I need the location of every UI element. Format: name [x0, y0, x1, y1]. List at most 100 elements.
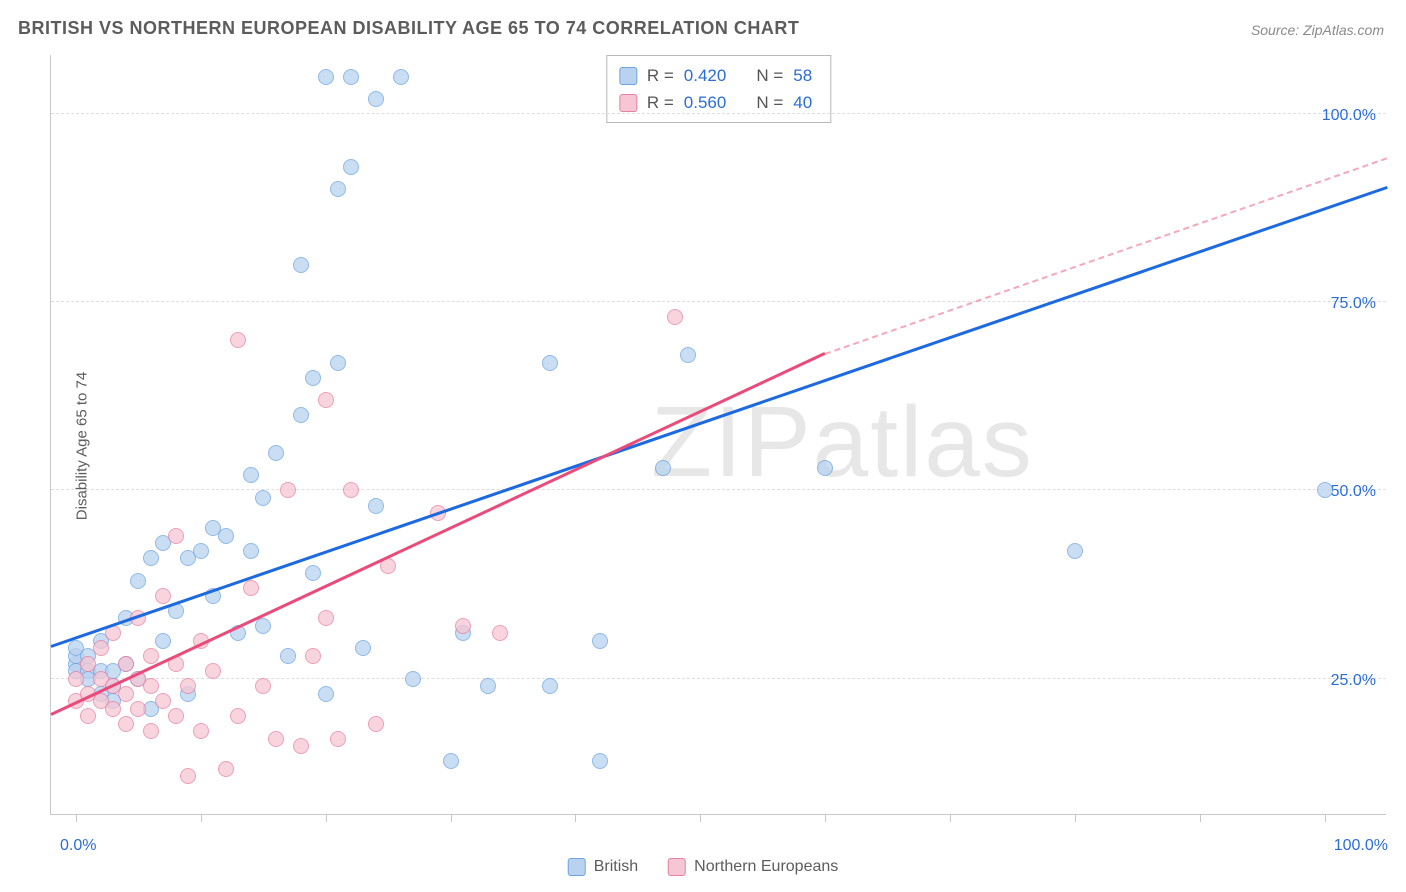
data-point — [542, 355, 558, 371]
legend-swatch — [619, 67, 637, 85]
chart-title: BRITISH VS NORTHERN EUROPEAN DISABILITY … — [18, 18, 799, 39]
data-point — [218, 761, 234, 777]
data-point — [193, 723, 209, 739]
data-point — [293, 407, 309, 423]
legend-item: Northern Europeans — [668, 858, 838, 876]
data-point — [443, 753, 459, 769]
data-point — [480, 678, 496, 694]
data-point — [243, 543, 259, 559]
x-tick — [1325, 814, 1326, 822]
y-tick-label: 75.0% — [1331, 295, 1376, 313]
data-point — [143, 550, 159, 566]
data-point — [143, 678, 159, 694]
data-point — [255, 678, 271, 694]
series-legend: British Northern Europeans — [568, 858, 839, 876]
x-tick — [451, 814, 452, 822]
n-label: N = — [756, 62, 783, 89]
data-point — [368, 498, 384, 514]
data-point — [155, 693, 171, 709]
data-point — [330, 355, 346, 371]
data-point — [280, 482, 296, 498]
data-point — [343, 69, 359, 85]
data-point — [393, 69, 409, 85]
source-label: Source: ZipAtlas.com — [1251, 22, 1384, 38]
data-point — [118, 716, 134, 732]
data-point — [655, 460, 671, 476]
data-point — [268, 445, 284, 461]
data-point — [193, 543, 209, 559]
data-point — [355, 640, 371, 656]
data-point — [293, 257, 309, 273]
x-tick — [76, 814, 77, 822]
x-tick — [950, 814, 951, 822]
stats-row: R =0.420N =58 — [619, 62, 812, 89]
data-point — [305, 565, 321, 581]
data-point — [1067, 543, 1083, 559]
data-point — [155, 633, 171, 649]
data-point — [168, 528, 184, 544]
x-tick — [201, 814, 202, 822]
data-point — [305, 648, 321, 664]
data-point — [218, 528, 234, 544]
data-point — [255, 490, 271, 506]
data-point — [680, 347, 696, 363]
data-point — [268, 731, 284, 747]
legend-item: British — [568, 858, 638, 876]
data-point — [118, 656, 134, 672]
x-tick — [1200, 814, 1201, 822]
n-value: 58 — [793, 62, 812, 89]
data-point — [130, 701, 146, 717]
data-point — [180, 678, 196, 694]
data-point — [343, 482, 359, 498]
data-point — [143, 723, 159, 739]
legend-swatch — [619, 94, 637, 112]
data-point — [318, 610, 334, 626]
data-point — [492, 625, 508, 641]
data-point — [105, 701, 121, 717]
data-point — [80, 656, 96, 672]
data-point — [230, 708, 246, 724]
data-point — [330, 731, 346, 747]
data-point — [80, 708, 96, 724]
data-point — [255, 618, 271, 634]
data-point — [118, 686, 134, 702]
x-tick — [825, 814, 826, 822]
trend-line — [51, 187, 1388, 649]
y-tick-label: 100.0% — [1322, 107, 1376, 125]
data-point — [280, 648, 296, 664]
trend-line — [825, 157, 1388, 355]
data-point — [293, 738, 309, 754]
gridline-h — [51, 678, 1386, 679]
data-point — [318, 686, 334, 702]
y-tick-label: 50.0% — [1331, 483, 1376, 501]
data-point — [243, 467, 259, 483]
data-point — [68, 671, 84, 687]
data-point — [305, 370, 321, 386]
y-tick-label: 25.0% — [1331, 672, 1376, 690]
data-point — [168, 708, 184, 724]
x-tick — [326, 814, 327, 822]
data-point — [455, 618, 471, 634]
r-label: R = — [647, 62, 674, 89]
x-tick-label: 100.0% — [1334, 837, 1388, 855]
watermark: ZIPatlas — [651, 385, 1034, 500]
data-point — [368, 716, 384, 732]
data-point — [93, 640, 109, 656]
x-tick — [575, 814, 576, 822]
legend-swatch — [668, 858, 686, 876]
data-point — [230, 332, 246, 348]
plot-area: ZIPatlas R =0.420N =58R =0.560N =40 25.0… — [50, 55, 1386, 815]
gridline-h — [51, 301, 1386, 302]
data-point — [817, 460, 833, 476]
legend-swatch — [568, 858, 586, 876]
data-point — [368, 91, 384, 107]
legend-label: Northern Europeans — [694, 858, 838, 876]
data-point — [205, 663, 221, 679]
data-point — [343, 159, 359, 175]
data-point — [318, 392, 334, 408]
data-point — [405, 671, 421, 687]
x-tick — [1075, 814, 1076, 822]
data-point — [318, 69, 334, 85]
gridline-h — [51, 489, 1386, 490]
legend-label: British — [594, 858, 638, 876]
